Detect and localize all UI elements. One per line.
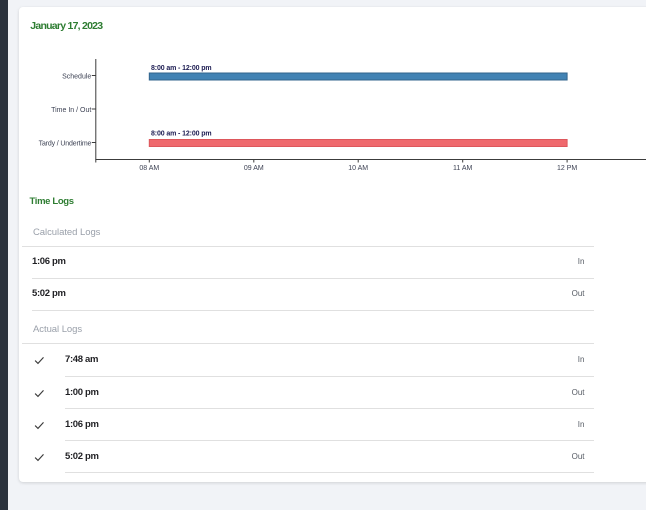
svg-text:10 AM: 10 AM [348, 165, 368, 172]
svg-text:8:00 am - 12:00 pm: 8:00 am - 12:00 pm [151, 131, 211, 138]
svg-text:12 PM: 12 PM [557, 165, 577, 172]
svg-text:Schedule: Schedule [62, 73, 91, 80]
svg-text:09 AM: 09 AM [244, 165, 264, 172]
svg-text:Tardy / Undertime: Tardy / Undertime [39, 140, 92, 147]
svg-text:11 AM: 11 AM [453, 165, 472, 172]
svg-text:Time In / Out: Time In / Out [51, 107, 91, 114]
svg-text:08 AM: 08 AM [139, 165, 159, 172]
svg-text:8:00 am - 12:00 pm: 8:00 am - 12:00 pm [151, 65, 211, 72]
